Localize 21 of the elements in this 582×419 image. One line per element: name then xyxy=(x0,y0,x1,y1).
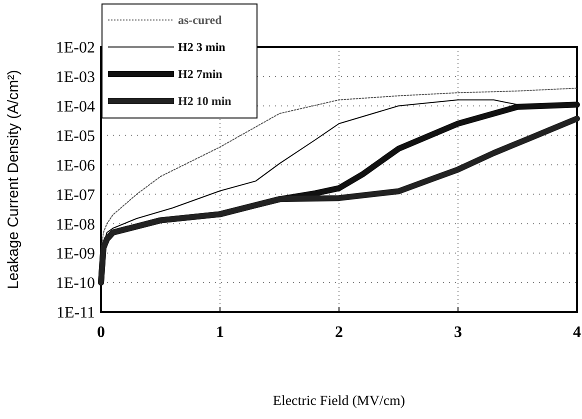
y-tick-label: 1E-04 xyxy=(56,98,95,116)
text: H2 7min xyxy=(178,67,223,82)
y-axis-title: Leakage Current Density (A/cm²) xyxy=(5,70,22,290)
y-tick-label: 1E-11 xyxy=(56,304,95,322)
y-tick-label: 1E-06 xyxy=(56,157,95,174)
text: H2 10 min xyxy=(178,94,232,108)
x-tick-label: 2 xyxy=(335,324,343,341)
x-tick-label: 3 xyxy=(454,324,462,341)
y-tick-label: 1E-05 xyxy=(56,128,95,145)
text: as-cured xyxy=(178,13,222,28)
y-tick-label: 1E-09 xyxy=(56,246,95,263)
x-tick-label: 0 xyxy=(97,324,105,341)
y-tick-label: 1E-10 xyxy=(56,275,95,292)
y-tick-label: 1E-03 xyxy=(56,69,95,86)
text: H2 3 min xyxy=(178,40,226,54)
x-tick-label: 1 xyxy=(216,324,224,341)
x-axis-title: Electric Field (MV/cm) xyxy=(272,394,406,409)
y-tick-label: 1E-08 xyxy=(56,216,95,234)
y-tick-label: 1E-02 xyxy=(56,40,95,57)
x-tick-label: 4 xyxy=(573,324,581,341)
y-tick-label: 1E-07 xyxy=(56,186,95,204)
